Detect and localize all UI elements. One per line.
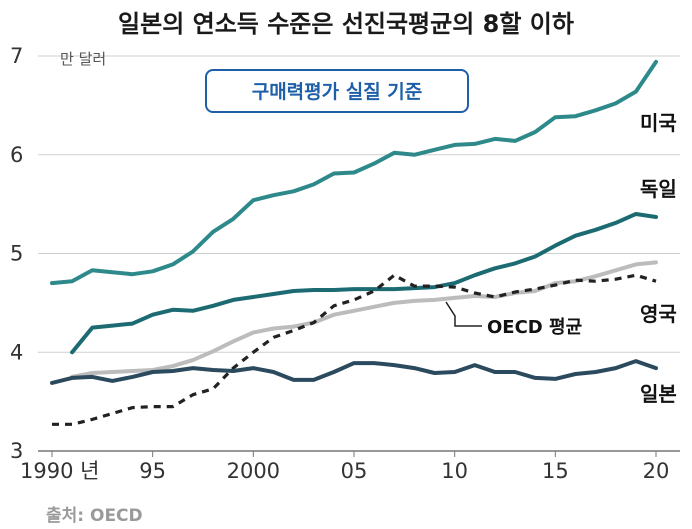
- y-tick-label: 6: [10, 143, 23, 167]
- label-germany: 독일: [640, 177, 677, 201]
- y-tick-label: 5: [10, 242, 23, 266]
- x-tick-labels: 1990 년 95 2000 05 10 15 20: [20, 459, 669, 483]
- source-note: 출처: OECD: [46, 506, 143, 526]
- x-tick-label: 1990 년: [20, 459, 99, 483]
- x-tick-label: 15: [542, 459, 569, 483]
- x-tick-label: 95: [139, 459, 166, 483]
- series-line: [52, 273, 657, 426]
- series-line: [50, 359, 658, 385]
- subtitle-box: 구매력평가 실질 기준: [205, 69, 469, 113]
- subtitle: 구매력평가 실질 기준: [252, 81, 423, 103]
- label-oecd-average: OECD 평균: [487, 317, 582, 338]
- x-tick-label: 20: [643, 459, 670, 483]
- label-japan: 일본: [640, 382, 677, 406]
- y-tick-label: 3: [10, 439, 23, 463]
- series-line: [70, 260, 658, 379]
- unit-label: 만 달러: [60, 50, 106, 68]
- oecd-leader: [445, 301, 482, 327]
- subtitle-frame: [205, 69, 469, 113]
- gridlines: [38, 55, 680, 457]
- label-uk: 영국: [640, 302, 677, 326]
- y-tick-labels: 3 4 5 6 7: [10, 44, 23, 463]
- series-line: [50, 59, 658, 286]
- series-line: [70, 212, 658, 355]
- x-tick-label: 10: [441, 459, 468, 483]
- oecd-leader-line: [445, 301, 482, 327]
- x-tick-label: 2000: [227, 459, 280, 483]
- series-lines: [50, 59, 658, 426]
- label-usa: 미국: [640, 111, 677, 135]
- chart-title: 일본의 연소득 수준은 선진국평균의 8할 이하: [118, 10, 574, 38]
- y-tick-label: 7: [10, 44, 23, 68]
- x-tick-label: 05: [341, 459, 368, 483]
- y-tick-label: 4: [10, 340, 23, 364]
